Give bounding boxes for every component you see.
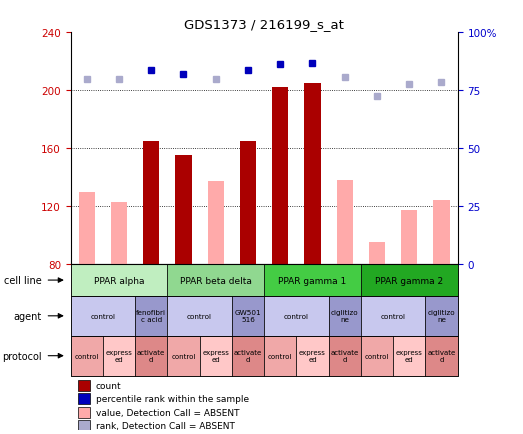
- Bar: [304, 83, 321, 265]
- Bar: [401, 211, 417, 265]
- Bar: [103, 336, 135, 376]
- Bar: [175, 156, 191, 265]
- Bar: [71, 265, 167, 296]
- Bar: [425, 336, 458, 376]
- Text: PPAR gamma 1: PPAR gamma 1: [278, 276, 347, 285]
- Bar: [369, 243, 385, 265]
- Bar: [264, 296, 328, 336]
- Bar: [272, 88, 288, 265]
- Bar: [78, 394, 90, 404]
- Bar: [434, 201, 450, 265]
- Bar: [264, 265, 361, 296]
- Text: value, Detection Call = ABSENT: value, Detection Call = ABSENT: [96, 408, 239, 417]
- Bar: [143, 141, 160, 265]
- Text: control: control: [381, 313, 406, 319]
- Bar: [264, 336, 297, 376]
- Bar: [240, 141, 256, 265]
- Text: GW501
516: GW501 516: [235, 309, 262, 322]
- Text: express
ed: express ed: [106, 349, 132, 362]
- Text: rank, Detection Call = ABSENT: rank, Detection Call = ABSENT: [96, 421, 235, 431]
- Text: activate
d: activate d: [137, 349, 165, 362]
- Bar: [167, 265, 264, 296]
- Bar: [328, 296, 361, 336]
- Text: activate
d: activate d: [234, 349, 262, 362]
- Text: express
ed: express ed: [396, 349, 423, 362]
- Text: control: control: [365, 353, 389, 359]
- Bar: [78, 192, 95, 265]
- Bar: [78, 380, 90, 391]
- Text: protocol: protocol: [2, 351, 42, 361]
- Bar: [232, 336, 264, 376]
- Text: activate
d: activate d: [427, 349, 456, 362]
- Text: ciglitizo
ne: ciglitizo ne: [428, 309, 456, 322]
- Text: agent: agent: [13, 311, 42, 321]
- Text: activate
d: activate d: [331, 349, 359, 362]
- Text: control: control: [75, 353, 99, 359]
- Bar: [135, 296, 167, 336]
- Text: cell line: cell line: [4, 276, 42, 286]
- Text: percentile rank within the sample: percentile rank within the sample: [96, 395, 249, 404]
- Text: PPAR alpha: PPAR alpha: [94, 276, 144, 285]
- Bar: [135, 336, 167, 376]
- Text: control: control: [284, 313, 309, 319]
- Bar: [328, 336, 361, 376]
- Bar: [208, 182, 224, 265]
- Text: ciglitizo
ne: ciglitizo ne: [331, 309, 359, 322]
- Text: control: control: [172, 353, 196, 359]
- Bar: [167, 296, 232, 336]
- Bar: [232, 296, 264, 336]
- Bar: [200, 336, 232, 376]
- Text: express
ed: express ed: [299, 349, 326, 362]
- Bar: [393, 336, 425, 376]
- Text: PPAR gamma 2: PPAR gamma 2: [375, 276, 444, 285]
- Bar: [71, 336, 103, 376]
- Text: fenofibri
c acid: fenofibri c acid: [136, 309, 166, 322]
- Bar: [167, 336, 200, 376]
- Bar: [361, 265, 458, 296]
- Text: control: control: [90, 313, 116, 319]
- Bar: [297, 336, 328, 376]
- Bar: [78, 421, 90, 431]
- Text: count: count: [96, 381, 121, 390]
- Text: control: control: [268, 353, 292, 359]
- Bar: [111, 202, 127, 265]
- Title: GDS1373 / 216199_s_at: GDS1373 / 216199_s_at: [184, 18, 344, 31]
- Bar: [361, 296, 425, 336]
- Bar: [71, 296, 135, 336]
- Bar: [78, 407, 90, 418]
- Text: control: control: [187, 313, 212, 319]
- Bar: [337, 181, 353, 265]
- Text: PPAR beta delta: PPAR beta delta: [180, 276, 252, 285]
- Bar: [361, 336, 393, 376]
- Text: express
ed: express ed: [202, 349, 229, 362]
- Bar: [425, 296, 458, 336]
